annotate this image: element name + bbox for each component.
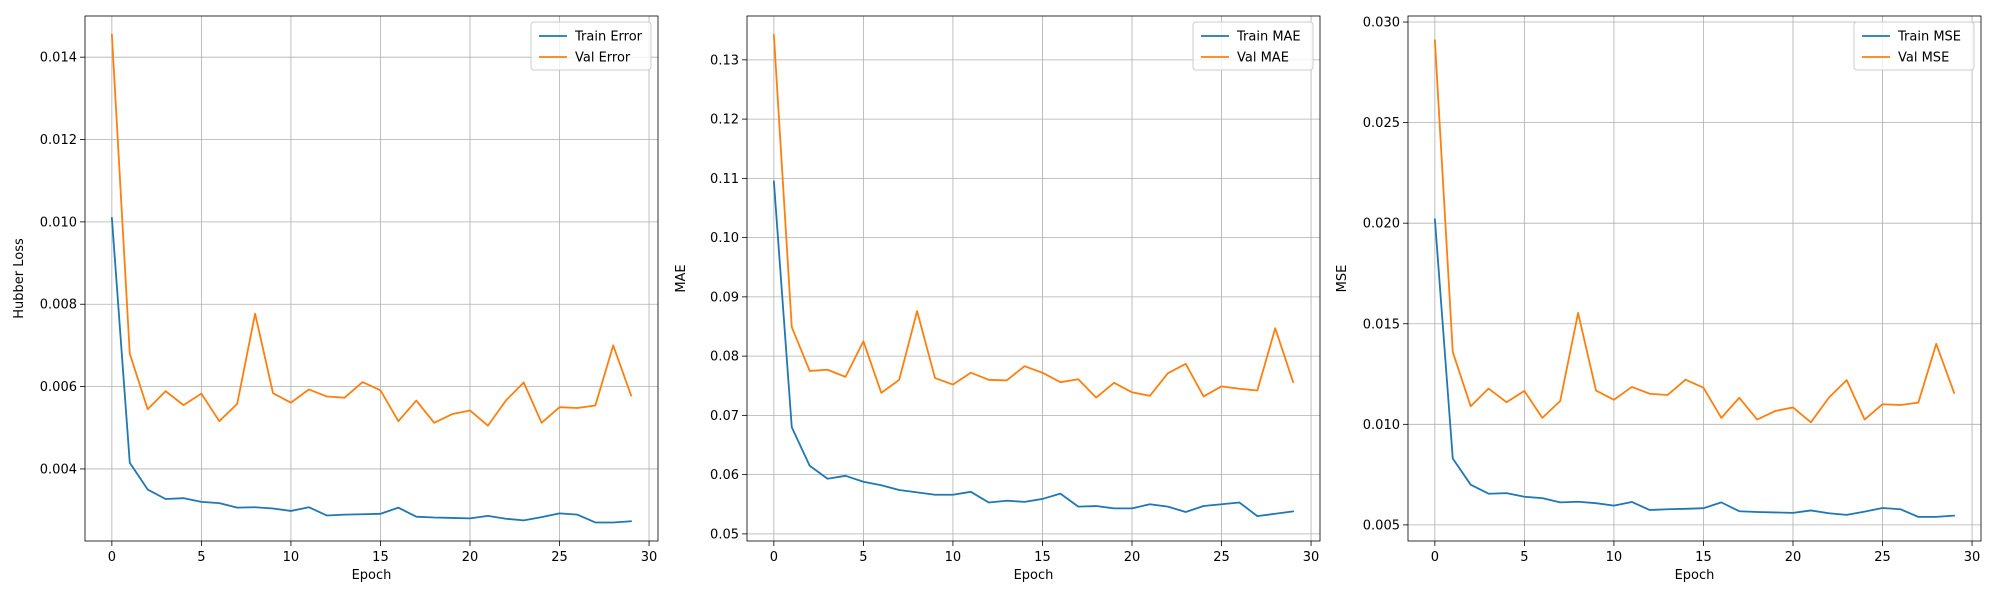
x-tick-label: 5	[1520, 550, 1528, 565]
x-tick-label: 10	[283, 550, 300, 565]
x-axis-label: Epoch	[1014, 568, 1054, 583]
x-tick-label: 15	[1695, 550, 1712, 565]
y-axis-label: Hubber Loss	[12, 238, 27, 319]
y-tick-label: 0.07	[710, 409, 739, 424]
x-tick-label: 0	[770, 550, 778, 565]
x-tick-label: 30	[1303, 550, 1320, 565]
legend-box	[1192, 21, 1314, 71]
y-tick-label: 0.010	[40, 215, 77, 230]
y-tick-label: 0.004	[40, 462, 77, 477]
series-line-val-mae	[772, 34, 1295, 399]
y-tick-label: 0.08	[710, 350, 739, 365]
legend: Train MSE Val MSE	[1853, 21, 1975, 71]
x-tick-label: 5	[859, 550, 867, 565]
legend-entry: Train MAE	[1236, 30, 1301, 45]
legend-entry: Train MSE	[1897, 30, 1961, 45]
legend: Train MAE Val MAE	[1192, 21, 1314, 71]
y-tick-label: 0.008	[40, 298, 77, 313]
x-tick-label: 20	[462, 550, 479, 565]
series-line-train-error	[110, 216, 633, 524]
y-tick-label: 0.025	[1363, 116, 1400, 131]
series-line-train-mae	[772, 180, 1295, 518]
plot-frame	[84, 15, 659, 542]
legend-box	[530, 21, 652, 71]
series-line-val-error	[110, 33, 633, 427]
legend-entry: Val Error	[575, 51, 631, 66]
y-tick-label: 0.020	[1363, 217, 1400, 232]
y-tick-label: 0.006	[40, 380, 77, 395]
y-axis-label: MAE	[674, 264, 689, 292]
x-tick-label: 0	[1431, 550, 1439, 565]
y-tick-label: 0.030	[1363, 16, 1400, 31]
y-tick-label: 0.10	[710, 231, 739, 246]
series-line-val-mse	[1433, 39, 1956, 424]
plot-frame	[746, 15, 1321, 542]
x-tick-label: 15	[372, 550, 389, 565]
y-tick-label: 0.014	[40, 51, 77, 66]
x-tick-label: 30	[641, 550, 658, 565]
x-tick-label: 25	[1213, 550, 1230, 565]
y-tick-label: 0.010	[1363, 418, 1400, 433]
x-tick-label: 20	[1785, 550, 1802, 565]
x-tick-label: 15	[1034, 550, 1051, 565]
legend-entry: Train Error	[574, 30, 643, 45]
legend-entry: Val MAE	[1237, 51, 1289, 66]
x-tick-label: 30	[1964, 550, 1981, 565]
x-tick-label: 10	[945, 550, 962, 565]
chart-panel-2: 0 5 10 15 20 25 30 0.05 0.06 0.07 0.08 0.09 0.10 0.11…	[674, 15, 1321, 583]
series-line-train-mse	[1433, 218, 1956, 518]
x-axis-label: Epoch	[1675, 568, 1715, 583]
y-tick-label: 0.12	[710, 113, 739, 128]
x-tick-label: 0	[108, 550, 116, 565]
y-tick-label: 0.005	[1363, 518, 1400, 533]
chart-panel-3: 0 5 10 15 20 25 30 0.005 0.010 0.015 0.020 0.025 0.0…	[1335, 15, 1982, 583]
legend-box	[1853, 21, 1975, 71]
x-axis-label: Epoch	[352, 568, 392, 583]
legend-entry: Val MSE	[1898, 51, 1949, 66]
x-tick-label: 10	[1606, 550, 1623, 565]
legend: Train Error Val Error	[530, 21, 652, 71]
y-tick-label: 0.09	[710, 290, 739, 305]
y-tick-label: 0.015	[1363, 317, 1400, 332]
x-tick-label: 20	[1124, 550, 1141, 565]
y-tick-label: 0.13	[710, 53, 739, 68]
y-tick-label: 0.06	[710, 468, 739, 483]
y-tick-label: 0.012	[40, 133, 77, 148]
y-axis-label: MSE	[1335, 265, 1350, 293]
y-tick-label: 0.11	[710, 172, 739, 187]
x-tick-label: 25	[1874, 550, 1891, 565]
plot-frame	[1407, 15, 1982, 542]
chart-panel-1: 0 5 10 15 20 25 30 0.004 0.006 0.008 0.010 0.012 0.0…	[12, 15, 659, 583]
x-tick-label: 5	[197, 550, 205, 565]
x-tick-label: 25	[551, 550, 568, 565]
y-tick-label: 0.05	[710, 527, 739, 542]
